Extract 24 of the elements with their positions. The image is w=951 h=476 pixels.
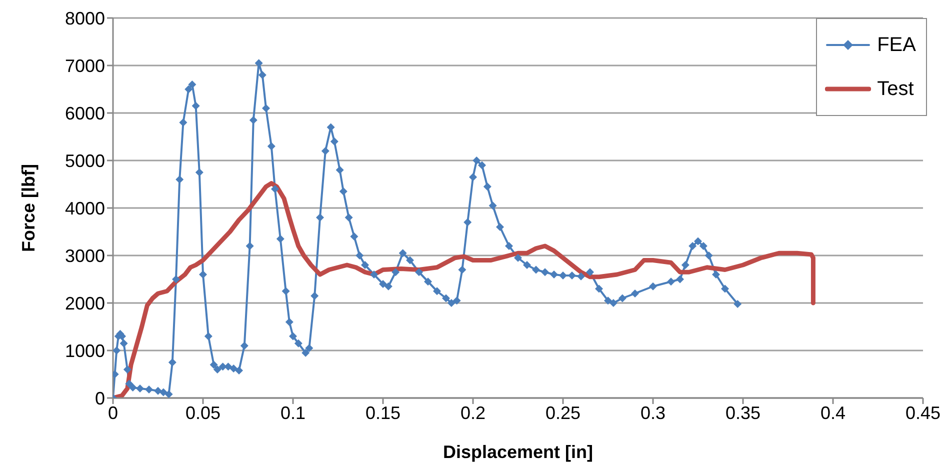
x-tick-label: 0.3 [640, 402, 666, 423]
line-series [113, 181, 816, 398]
y-tick-label: 3000 [64, 246, 105, 266]
x-tick-label: 0.4 [820, 402, 846, 423]
legend-label: Test [877, 77, 914, 102]
x-tick-label: 0.15 [365, 402, 401, 423]
y-tick-label: 1000 [64, 340, 105, 361]
y-tick-label: 2000 [64, 293, 105, 314]
x-tick-label: 0.35 [725, 402, 761, 423]
y-tick-label: 7000 [64, 56, 105, 76]
y-tick-label: 6000 [64, 103, 105, 124]
y-tick-label: 8000 [64, 8, 105, 28]
x-tick-label: 0.25 [545, 402, 581, 423]
legend-label: FEA [877, 33, 916, 58]
y-tick-label: 4000 [64, 198, 105, 218]
y-tick-label: 5000 [64, 150, 105, 171]
x-tick-label: 0.1 [280, 402, 306, 423]
x-tick-label: 0.2 [460, 402, 486, 423]
y-tick-label: 0 [94, 388, 105, 408]
y-axis-title: Force [lbf] [18, 164, 38, 252]
x-tick-label: 0.45 [905, 402, 941, 423]
x-axis-title: Displacement [in] [442, 442, 594, 462]
x-tick-label: 0 [108, 402, 118, 423]
x-tick-label: 0.05 [185, 402, 221, 423]
